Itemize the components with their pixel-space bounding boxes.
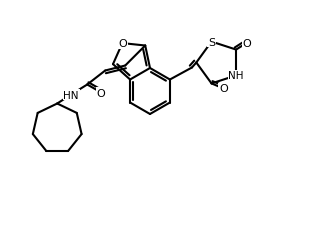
Text: O: O (97, 88, 106, 98)
Text: NH: NH (228, 71, 244, 81)
Text: O: O (243, 38, 252, 48)
Text: HN: HN (63, 90, 79, 100)
Text: O: O (118, 39, 127, 49)
Text: S: S (208, 37, 215, 47)
Text: O: O (219, 84, 228, 94)
